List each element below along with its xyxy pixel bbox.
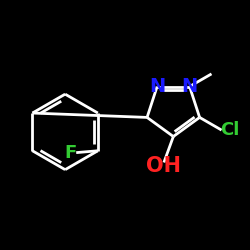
Text: N: N [182, 77, 198, 96]
Text: F: F [64, 144, 77, 162]
Text: N: N [149, 77, 165, 96]
Text: OH: OH [146, 156, 182, 176]
Text: Cl: Cl [220, 121, 240, 139]
